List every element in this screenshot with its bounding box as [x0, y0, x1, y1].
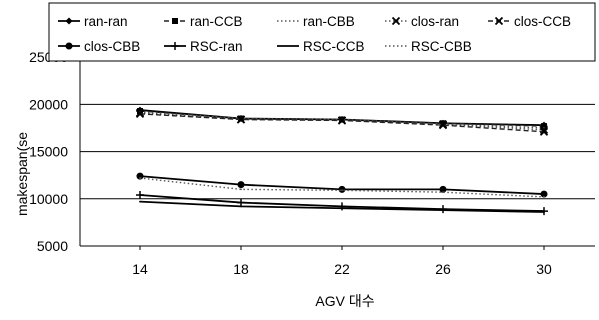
legend-marker-RSC-ran	[171, 42, 179, 50]
x-tick-label: 26	[435, 261, 451, 277]
x-tick-label: 22	[334, 261, 350, 277]
legend-label-clos-CCB: clos-CCB	[514, 14, 571, 29]
legend-marker-ran-CCB	[172, 18, 178, 24]
data-point-RSC-CBB	[442, 191, 444, 194]
y-tick-label: 15000	[29, 144, 68, 160]
x-tick-label: 18	[233, 261, 249, 277]
legend-marker-clos-CBB	[65, 42, 73, 50]
data-point-RSC-CCB	[139, 200, 141, 203]
legend-label-ran-CCB: ran-CCB	[190, 14, 243, 29]
data-point-clos-CBB	[338, 185, 346, 193]
data-point-RSC-CCB	[240, 205, 242, 208]
x-axis-label: AGV 대수	[315, 293, 374, 309]
legend-label-clos-ran: clos-ran	[411, 14, 459, 29]
data-point-ran-CCB	[541, 123, 547, 130]
data-point-clos-CCB	[539, 127, 549, 136]
series-line-RSC-CBB	[139, 177, 545, 198]
x-tick-label: 14	[132, 261, 148, 277]
legend-label-ran-ran: ran-ran	[84, 14, 128, 29]
legend-label-clos-CBB: clos-CBB	[84, 39, 140, 54]
data-point-RSC-CBB	[139, 177, 141, 179]
data-point-clos-CBB	[237, 181, 245, 189]
series-line-clos-ran	[139, 112, 545, 131]
data-point-clos-CCB	[236, 115, 246, 124]
legend-marker-clos-CCB	[494, 16, 504, 26]
data-point-RSC-CCB	[543, 211, 545, 213]
legend-label-ran-CBB: ran-CBB	[303, 14, 355, 29]
data-point-RSC-CBB	[240, 188, 242, 191]
data-point-RSC-CBB	[341, 189, 343, 192]
y-tick-label: 20000	[29, 96, 68, 112]
data-point-RSC-ran	[237, 198, 245, 207]
x-tick-label: 30	[536, 261, 552, 277]
legend-label-RSC-CBB: RSC-CBB	[411, 39, 472, 54]
y-axis-label: makespan(se	[14, 132, 30, 216]
data-point-ran-CCB	[137, 108, 143, 115]
y-tick-label: 5000	[37, 238, 68, 254]
data-point-clos-CBB	[439, 185, 447, 193]
data-point-RSC-CCB	[341, 207, 343, 210]
legend-label-RSC-CCB: RSC-CCB	[303, 39, 365, 54]
data-point-clos-CCB	[337, 116, 347, 125]
legend-label-RSC-ran: RSC-ran	[190, 39, 243, 54]
data-point-RSC-CBB	[543, 196, 545, 198]
legend-marker-ran-ran	[65, 17, 73, 25]
data-point-clos-CBB	[540, 190, 548, 198]
data-point-clos-CCB	[135, 109, 145, 118]
y-tick-label: 10000	[29, 191, 68, 207]
data-point-RSC-ran	[136, 191, 144, 200]
data-point-clos-CBB	[136, 172, 144, 180]
legend-marker-clos-ran	[391, 16, 401, 26]
legend-box	[48, 2, 596, 62]
data-point-clos-CCB	[438, 121, 448, 130]
data-point-RSC-CCB	[442, 209, 444, 212]
